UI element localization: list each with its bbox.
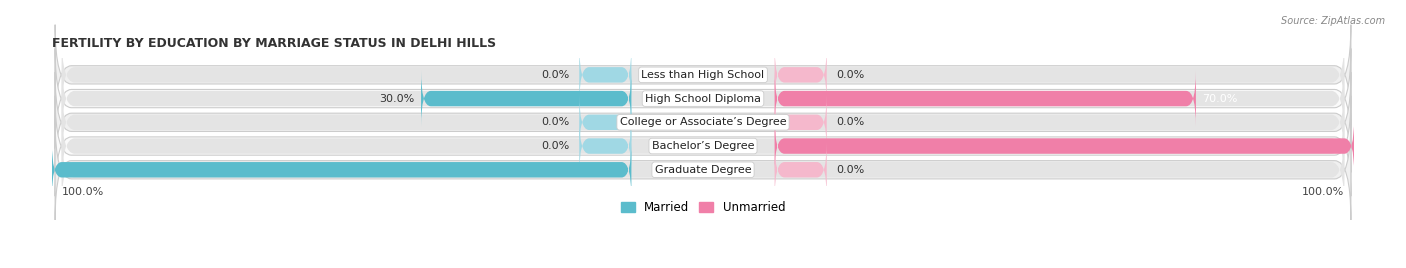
Text: 0.0%: 0.0% [541, 117, 569, 127]
Text: Source: ZipAtlas.com: Source: ZipAtlas.com [1281, 16, 1385, 26]
FancyBboxPatch shape [62, 59, 1344, 138]
Text: 70.0%: 70.0% [1202, 94, 1237, 104]
Text: 100.0%: 100.0% [1302, 187, 1344, 197]
Text: College or Associate’s Degree: College or Associate’s Degree [620, 117, 786, 127]
FancyBboxPatch shape [55, 120, 1351, 220]
Text: 0.0%: 0.0% [541, 70, 569, 80]
Text: High School Diploma: High School Diploma [645, 94, 761, 104]
FancyBboxPatch shape [62, 130, 1344, 210]
FancyBboxPatch shape [775, 142, 827, 198]
FancyBboxPatch shape [775, 118, 1354, 174]
FancyBboxPatch shape [775, 47, 827, 103]
FancyBboxPatch shape [55, 49, 1351, 149]
FancyBboxPatch shape [55, 72, 1351, 173]
Text: Graduate Degree: Graduate Degree [655, 165, 751, 175]
Text: Bachelor’s Degree: Bachelor’s Degree [652, 141, 754, 151]
Text: 0.0%: 0.0% [541, 141, 569, 151]
Text: 0.0%: 0.0% [837, 117, 865, 127]
Text: Less than High School: Less than High School [641, 70, 765, 80]
FancyBboxPatch shape [775, 94, 827, 150]
FancyBboxPatch shape [579, 118, 631, 174]
FancyBboxPatch shape [62, 106, 1344, 186]
FancyBboxPatch shape [52, 142, 631, 198]
Text: 0.0%: 0.0% [837, 70, 865, 80]
FancyBboxPatch shape [55, 25, 1351, 125]
FancyBboxPatch shape [55, 96, 1351, 196]
FancyBboxPatch shape [579, 94, 631, 150]
Text: 0.0%: 0.0% [837, 165, 865, 175]
Text: FERTILITY BY EDUCATION BY MARRIAGE STATUS IN DELHI HILLS: FERTILITY BY EDUCATION BY MARRIAGE STATU… [52, 37, 496, 50]
Text: 100.0%: 100.0% [62, 187, 104, 197]
Text: 100.0%: 100.0% [3, 165, 45, 175]
FancyBboxPatch shape [62, 83, 1344, 162]
FancyBboxPatch shape [420, 71, 631, 126]
Text: 100.0%: 100.0% [1361, 141, 1403, 151]
Legend: Married, Unmarried: Married, Unmarried [616, 196, 790, 219]
FancyBboxPatch shape [579, 47, 631, 103]
FancyBboxPatch shape [62, 35, 1344, 115]
Text: 30.0%: 30.0% [380, 94, 415, 104]
FancyBboxPatch shape [775, 71, 1197, 126]
